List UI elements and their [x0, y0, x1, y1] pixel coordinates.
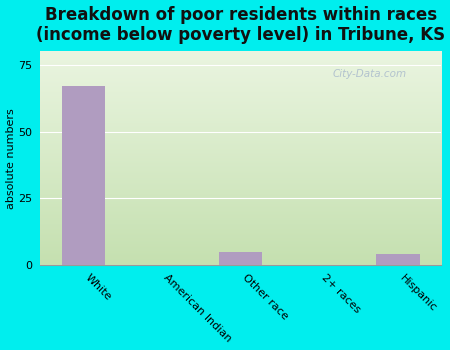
- Bar: [219, 252, 262, 265]
- Bar: [377, 254, 420, 265]
- Y-axis label: absolute numbers: absolute numbers: [5, 108, 16, 209]
- Title: Breakdown of poor residents within races
(income below poverty level) in Tribune: Breakdown of poor residents within races…: [36, 6, 446, 44]
- Bar: [62, 86, 105, 265]
- Text: City-Data.com: City-Data.com: [333, 69, 407, 78]
